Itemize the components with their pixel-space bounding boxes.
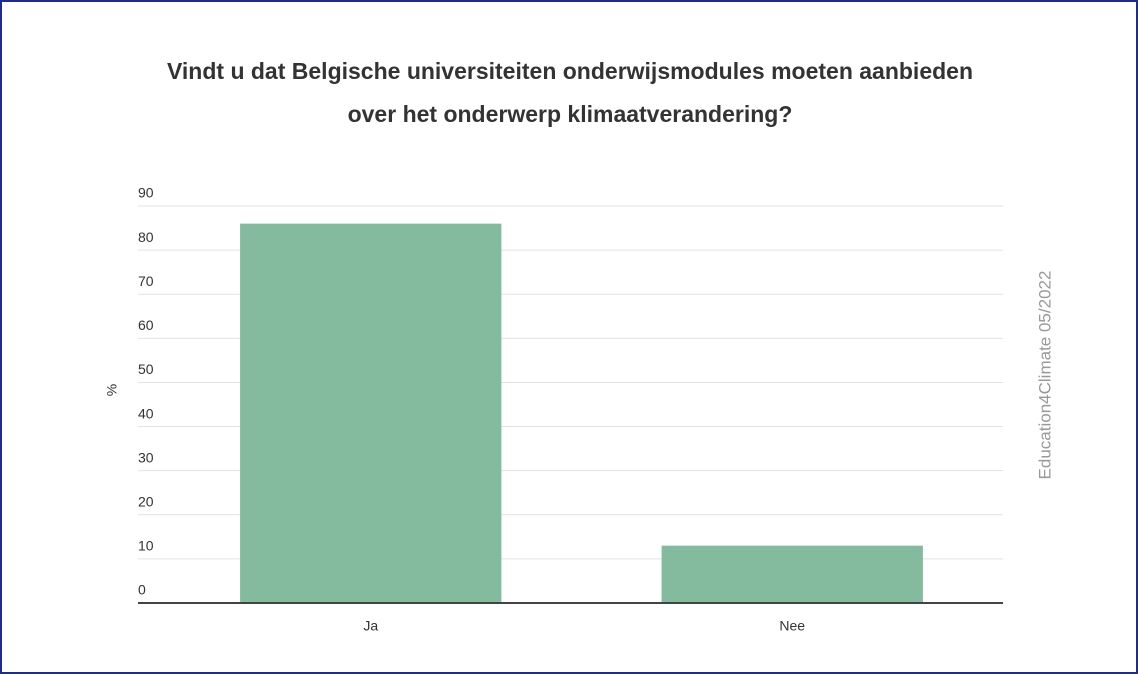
y-tick-label: 30	[138, 449, 154, 465]
annotation: Education4Climate 05/2022	[1035, 271, 1054, 480]
x-tick-label: Ja	[363, 618, 378, 634]
bar	[240, 223, 502, 603]
y-tick-label: 70	[138, 273, 154, 289]
y-tick-label: 50	[138, 361, 154, 377]
y-tick-label: 0	[138, 582, 146, 598]
y-axis-label: %	[104, 384, 120, 396]
y-tick-label: 20	[138, 493, 154, 509]
y-tick-label: 60	[138, 317, 154, 333]
chart-title: Vindt u dat Belgische universiteiten ond…	[166, 58, 974, 127]
bar	[661, 545, 923, 603]
y-tick-label: 40	[138, 405, 154, 421]
x-tick-label: Nee	[779, 618, 805, 634]
y-tick-label: 10	[138, 538, 154, 554]
y-tick-label: 90	[138, 185, 154, 201]
y-tick-label: 80	[138, 229, 154, 245]
